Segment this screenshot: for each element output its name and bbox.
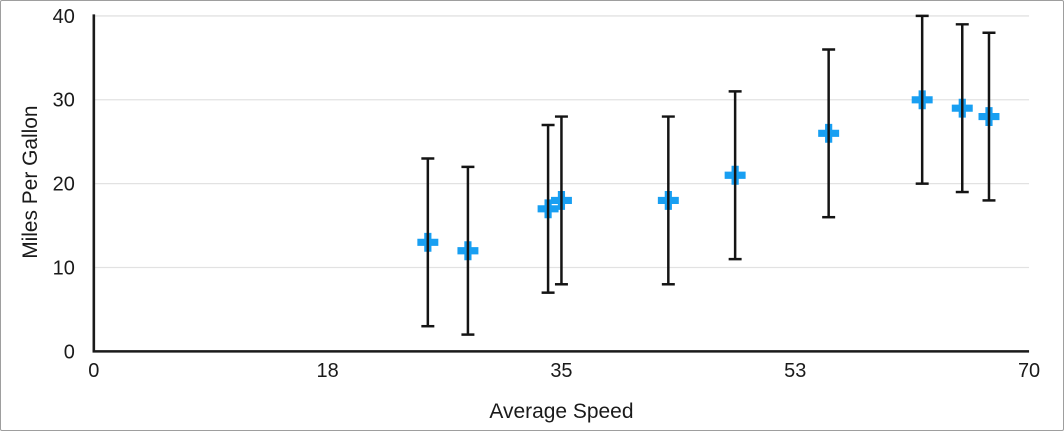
x-tick-label: 35 (550, 360, 572, 382)
y-tick-label: 10 (53, 257, 75, 279)
x-tick-label: 53 (784, 360, 806, 382)
data-points (417, 90, 1000, 261)
x-tick-label: 70 (1018, 360, 1040, 382)
y-tick-label: 20 (53, 174, 75, 196)
axes (92, 14, 1030, 353)
y-tick-label: 30 (53, 90, 75, 112)
tick-labels: 0 10 20 30 40 0 18 35 53 70 (53, 6, 1041, 382)
x-tick-label: 0 (88, 360, 99, 382)
y-axis-title: Miles Per Gallon (19, 106, 42, 259)
y-tick-label: 40 (53, 6, 75, 28)
x-tick-label: 18 (317, 360, 339, 382)
error-bars (421, 14, 996, 336)
y-tick-label: 0 (64, 341, 75, 363)
x-axis-title: Average Speed (489, 400, 633, 423)
